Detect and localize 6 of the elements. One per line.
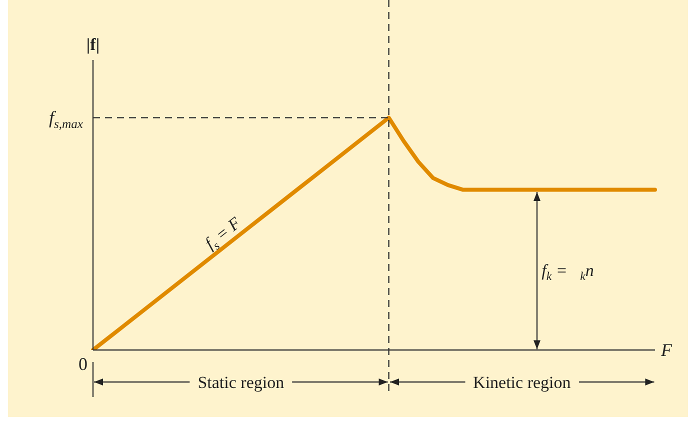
x-axis-title: F bbox=[660, 340, 673, 360]
text: Static region bbox=[198, 373, 285, 392]
annotation: fs = F bbox=[201, 213, 245, 253]
y-axis-title: |f| bbox=[86, 35, 100, 54]
text: Kinetic region bbox=[473, 373, 572, 392]
text: 0 bbox=[78, 354, 88, 374]
